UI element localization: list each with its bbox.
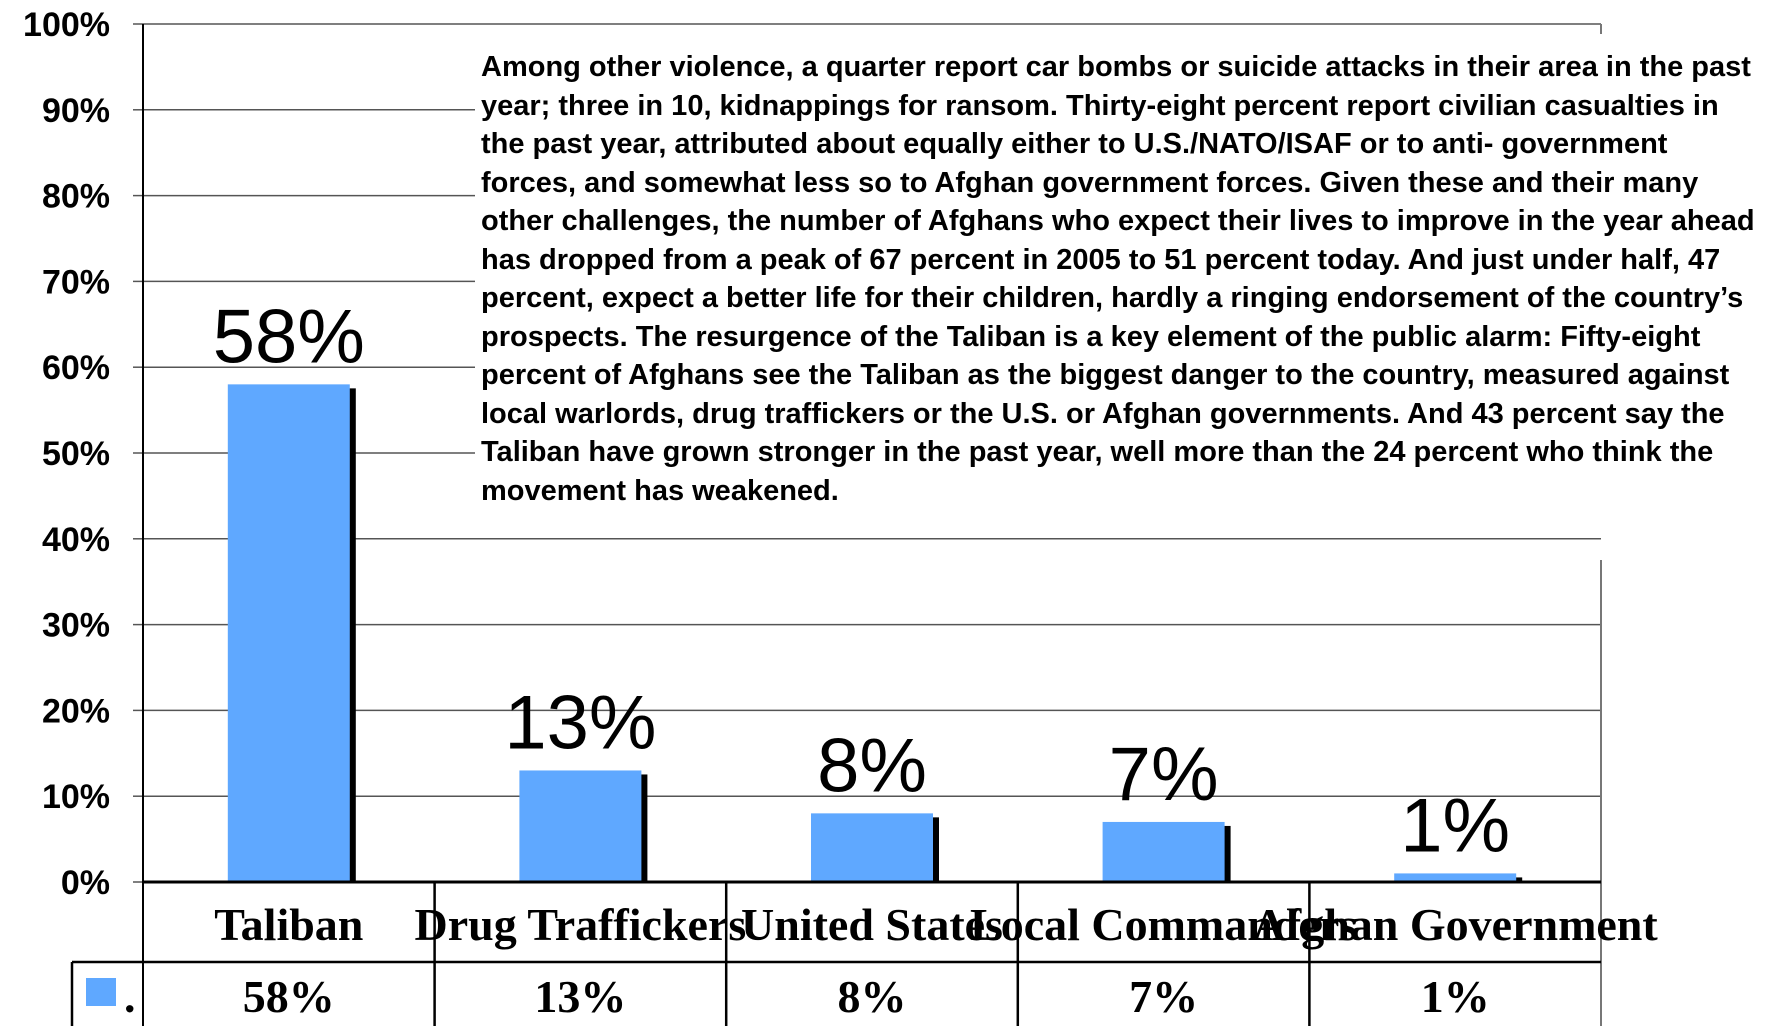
table-value: 1%: [1421, 971, 1490, 1022]
y-tick-label: 70%: [42, 263, 110, 301]
table-value: 8%: [838, 971, 907, 1022]
axes: [142, 24, 1602, 1026]
table-value: 13%: [534, 971, 626, 1022]
legend-series-name: .: [124, 971, 136, 1022]
bar: [227, 384, 350, 882]
y-axis-ticks: 0% 10% 20% 30% 40% 50% 60% 70% 80% 90% 100%: [23, 6, 143, 902]
y-tick-label: 10%: [42, 778, 110, 816]
category-label: Drug Traffickers: [415, 899, 747, 950]
y-tick-label: 20%: [42, 692, 110, 730]
data-label: 7%: [1109, 732, 1219, 817]
y-tick-label: 80%: [42, 178, 110, 216]
y-tick-label: 50%: [42, 435, 110, 473]
bar: [811, 813, 933, 882]
data-labels: 58% 13% 8% 7% 1%: [213, 294, 1510, 868]
y-tick-label: 100%: [23, 6, 110, 44]
table-value: 58%: [243, 971, 335, 1022]
y-tick-label: 30%: [42, 607, 110, 645]
legend-swatch: [86, 978, 116, 1006]
table-value: 7%: [1129, 971, 1198, 1022]
y-tick-label: 60%: [42, 349, 110, 387]
data-label: 8%: [817, 723, 927, 808]
category-label: Afghan Government: [1253, 899, 1659, 950]
y-tick-label: 0%: [61, 864, 110, 902]
bar: [1394, 873, 1517, 882]
y-tick-label: 40%: [42, 521, 110, 559]
data-label: 1%: [1400, 783, 1510, 868]
bars: [227, 384, 1523, 882]
y-tick-label: 90%: [42, 92, 110, 130]
category-label: Taliban: [214, 899, 363, 950]
category-label: United States: [741, 899, 1003, 950]
bar: [1102, 821, 1225, 882]
data-label: 58%: [213, 294, 365, 379]
data-label: 13%: [504, 680, 656, 765]
annotation-text: Among other violence, a quarter report c…: [475, 48, 1765, 510]
bar: [519, 770, 642, 882]
category-label: Local Commanders: [970, 899, 1357, 950]
